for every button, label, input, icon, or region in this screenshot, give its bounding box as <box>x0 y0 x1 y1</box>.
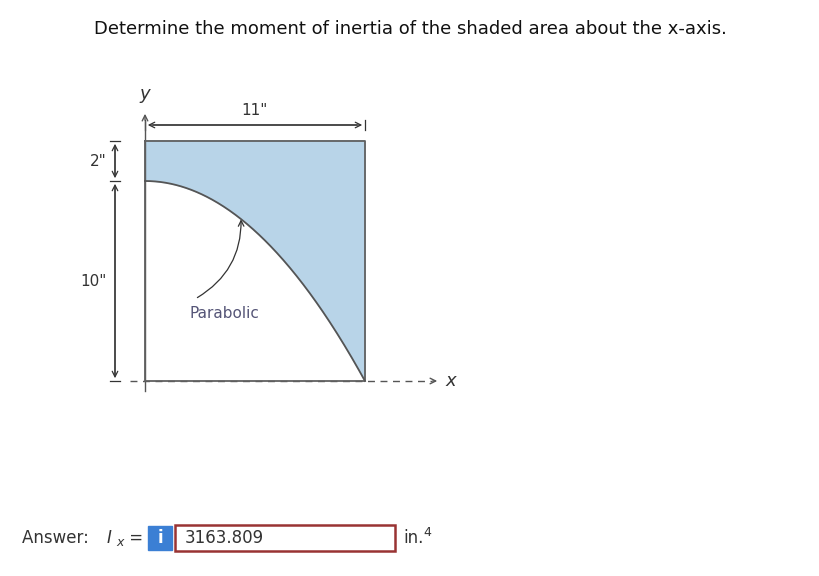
Text: Answer:: Answer: <box>22 529 94 547</box>
Polygon shape <box>145 141 364 381</box>
Text: in.: in. <box>402 529 423 547</box>
Text: 10": 10" <box>80 274 106 289</box>
FancyBboxPatch shape <box>147 526 172 550</box>
Text: x: x <box>445 372 455 390</box>
Text: 2": 2" <box>90 153 106 169</box>
Text: =: = <box>124 529 148 547</box>
Text: 3163.809: 3163.809 <box>185 529 264 547</box>
Text: i: i <box>157 529 163 547</box>
FancyBboxPatch shape <box>174 525 395 551</box>
Text: Parabolic: Parabolic <box>190 305 260 320</box>
Text: x: x <box>115 536 123 548</box>
Text: 4: 4 <box>423 525 430 539</box>
Text: Determine the moment of inertia of the shaded area about the x-axis.: Determine the moment of inertia of the s… <box>93 20 726 38</box>
Text: 11": 11" <box>242 103 268 118</box>
Text: y: y <box>139 85 150 103</box>
Text: I: I <box>106 529 111 547</box>
